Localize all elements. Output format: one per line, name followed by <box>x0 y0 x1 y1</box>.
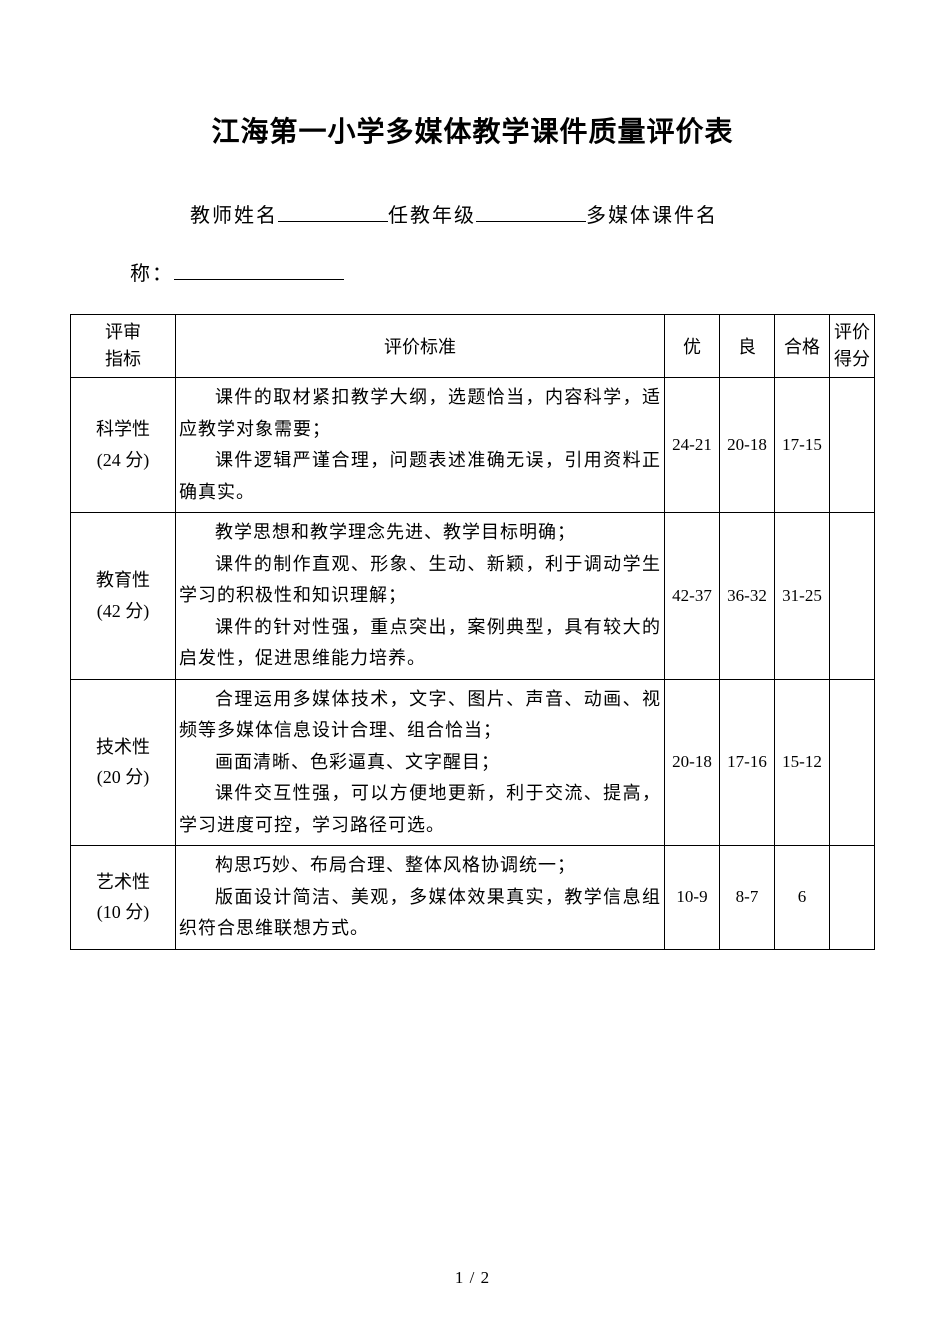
index-name: 教育性 <box>74 565 172 596</box>
courseware-name-blank <box>174 258 344 280</box>
criteria-line: 课件的针对性强，重点突出，案例典型，具有较大的启发性，促进思维能力培养。 <box>179 612 661 675</box>
criteria-line: 版面设计简洁、美观，多媒体效果真实，教学信息组织符合思维联想方式。 <box>179 882 661 945</box>
criteria-line: 课件逻辑严谨合理，问题表述准确无误，引用资料正确真实。 <box>179 445 661 508</box>
score-cell <box>830 846 875 950</box>
courseware-label-part1: 多媒体课件名 <box>586 205 718 227</box>
courseware-label-part2: 称： <box>130 263 174 285</box>
index-name: 科学性 <box>74 414 172 445</box>
index-cell: 技术性(20 分) <box>71 679 176 846</box>
criteria-line: 教学思想和教学理念先进、教学目标明确； <box>179 517 661 549</box>
grade-excellent-cell: 20-18 <box>665 679 720 846</box>
score-cell <box>830 513 875 680</box>
grade-pass-cell: 6 <box>775 846 830 950</box>
grade-label: 任教年级 <box>388 205 476 227</box>
grade-pass-cell: 15-12 <box>775 679 830 846</box>
grade-good-cell: 20-18 <box>720 378 775 513</box>
col-header-good: 良 <box>720 315 775 378</box>
criteria-line: 画面清晰、色彩逼真、文字醒目； <box>179 747 661 779</box>
col-header-score: 评价 得分 <box>830 315 875 378</box>
index-name: 艺术性 <box>74 867 172 898</box>
index-points: (20 分) <box>74 762 172 793</box>
index-points: (24 分) <box>74 445 172 476</box>
table-row: 技术性(20 分)合理运用多媒体技术，文字、图片、声音、动画、视频等多媒体信息设… <box>71 679 875 846</box>
grade-blank <box>476 200 586 222</box>
criteria-cell: 构思巧妙、布局合理、整体风格协调统一；版面设计简洁、美观，多媒体效果真实，教学信… <box>176 846 665 950</box>
index-name: 技术性 <box>74 732 172 763</box>
index-points: (10 分) <box>74 897 172 928</box>
teacher-name-label: 教师姓名 <box>190 205 278 227</box>
grade-pass-cell: 31-25 <box>775 513 830 680</box>
table-row: 艺术性(10 分)构思巧妙、布局合理、整体风格协调统一；版面设计简洁、美观，多媒… <box>71 846 875 950</box>
teacher-name-blank <box>278 200 388 222</box>
criteria-line: 合理运用多媒体技术，文字、图片、声音、动画、视频等多媒体信息设计合理、组合恰当； <box>179 684 661 747</box>
grade-pass-cell: 17-15 <box>775 378 830 513</box>
grade-excellent-cell: 24-21 <box>665 378 720 513</box>
index-points: (42 分) <box>74 596 172 627</box>
col-header-criteria: 评价标准 <box>176 315 665 378</box>
form-line-1: 教师姓名 任教年级 多媒体课件名 <box>70 190 875 242</box>
form-line-2: 称： <box>70 252 875 296</box>
criteria-line: 课件的制作直观、形象、生动、新颖，利于调动学生学习的积极性和知识理解； <box>179 549 661 612</box>
table-header-row: 评审 指标 评价标准 优 良 合格 评价 得分 <box>71 315 875 378</box>
index-cell: 科学性(24 分) <box>71 378 176 513</box>
criteria-line: 课件的取材紧扣教学大纲，选题恰当，内容科学，适应教学对象需要； <box>179 382 661 445</box>
criteria-cell: 教学思想和教学理念先进、教学目标明确；课件的制作直观、形象、生动、新颖，利于调动… <box>176 513 665 680</box>
rubric-table: 评审 指标 评价标准 优 良 合格 评价 得分 科学性(24 分)课件的取材紧扣… <box>70 314 875 950</box>
col-header-pass: 合格 <box>775 315 830 378</box>
table-row: 教育性(42 分)教学思想和教学理念先进、教学目标明确；课件的制作直观、形象、生… <box>71 513 875 680</box>
criteria-line: 构思巧妙、布局合理、整体风格协调统一； <box>179 850 661 882</box>
criteria-line: 课件交互性强，可以方便地更新，利于交流、提高，学习进度可控，学习路径可选。 <box>179 778 661 841</box>
page-number: 1 / 2 <box>0 1268 945 1288</box>
col-header-index: 评审 指标 <box>71 315 176 378</box>
criteria-cell: 课件的取材紧扣教学大纲，选题恰当，内容科学，适应教学对象需要；课件逻辑严谨合理，… <box>176 378 665 513</box>
grade-excellent-cell: 10-9 <box>665 846 720 950</box>
criteria-cell: 合理运用多媒体技术，文字、图片、声音、动画、视频等多媒体信息设计合理、组合恰当；… <box>176 679 665 846</box>
grade-good-cell: 8-7 <box>720 846 775 950</box>
page-title: 江海第一小学多媒体教学课件质量评价表 <box>70 110 875 150</box>
score-cell <box>830 679 875 846</box>
index-cell: 教育性(42 分) <box>71 513 176 680</box>
score-cell <box>830 378 875 513</box>
grade-excellent-cell: 42-37 <box>665 513 720 680</box>
index-cell: 艺术性(10 分) <box>71 846 176 950</box>
col-header-excellent: 优 <box>665 315 720 378</box>
grade-good-cell: 36-32 <box>720 513 775 680</box>
grade-good-cell: 17-16 <box>720 679 775 846</box>
table-row: 科学性(24 分)课件的取材紧扣教学大纲，选题恰当，内容科学，适应教学对象需要；… <box>71 378 875 513</box>
